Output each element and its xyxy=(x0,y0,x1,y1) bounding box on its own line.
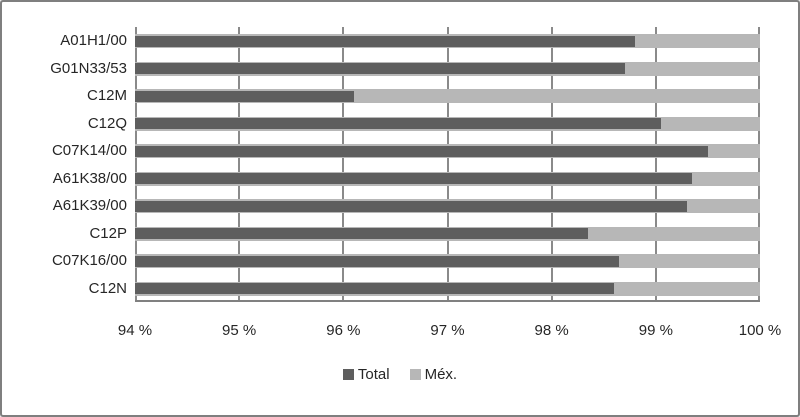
gridline xyxy=(758,27,760,302)
legend-label: Méx. xyxy=(424,365,458,383)
x-axis-tick-labels: 94 % 95 % 96 % 97 % 98 % 99 % 100 % xyxy=(118,322,781,342)
bar-row-G01N33/53 xyxy=(135,55,760,83)
legend-item-total: Total xyxy=(342,365,390,383)
bar-total xyxy=(135,173,693,184)
bar-row-A61K38/00 xyxy=(135,165,760,193)
category-label: G01N33/53 xyxy=(50,59,127,77)
bar-row-C07K16/00 xyxy=(135,247,760,275)
category-label: C07K14/00 xyxy=(51,142,127,159)
x-tick-label: 100 % xyxy=(738,322,782,339)
plot-area xyxy=(135,27,760,302)
gridline xyxy=(550,27,553,302)
gridline xyxy=(342,27,345,302)
x-tick-label: 98 % xyxy=(534,322,569,339)
x-tick-label: 94 % xyxy=(117,322,153,339)
bar-row-A61K39/00 xyxy=(135,192,760,220)
bar-total xyxy=(135,35,635,47)
bar-total xyxy=(135,255,620,267)
bar-total xyxy=(135,63,625,74)
bar-total xyxy=(135,90,354,102)
bar-row-C12P xyxy=(135,220,760,248)
bar-total xyxy=(135,200,688,212)
bar-total xyxy=(135,145,708,157)
category-label: A61K38/00 xyxy=(52,169,127,187)
bar-row-C12N xyxy=(135,275,760,303)
legend-item-mx: Méx. xyxy=(409,365,458,383)
category-label: C12P xyxy=(89,224,127,242)
y-axis-labels: A01H1/00 G01N33/53 C12M C12Q C07K14/00 A61K38… xyxy=(2,27,127,302)
bar-row-A01H1/00 xyxy=(135,27,760,55)
bar-row-C12Q xyxy=(135,110,760,138)
category-label: C12M xyxy=(86,87,127,104)
x-tick-label: 97 % xyxy=(430,322,465,339)
x-axis-line xyxy=(135,300,760,302)
gridline xyxy=(238,27,241,302)
bar-row-C07K14/00 xyxy=(135,137,760,165)
legend-label: Total xyxy=(357,365,390,383)
gridline xyxy=(135,27,137,302)
gridline xyxy=(446,27,449,302)
x-tick-label: 95 % xyxy=(222,322,257,339)
legend: Total Méx. xyxy=(2,363,798,385)
legend-swatch-icon xyxy=(342,368,354,380)
category-label: A01H1/00 xyxy=(60,32,127,49)
bar-total xyxy=(135,228,589,239)
bar-total xyxy=(135,118,662,129)
legend-swatch-icon xyxy=(409,368,421,380)
category-label: C12N xyxy=(88,279,127,297)
x-tick-label: 99 % xyxy=(638,322,673,339)
gridline xyxy=(654,27,657,302)
category-label: A61K39/00 xyxy=(52,197,127,214)
category-label: C12Q xyxy=(87,114,127,132)
x-tick-label: 96 % xyxy=(326,322,361,339)
bar-row-C12M xyxy=(135,82,760,110)
bar-total xyxy=(135,283,615,294)
category-label: C07K16/00 xyxy=(51,252,127,269)
